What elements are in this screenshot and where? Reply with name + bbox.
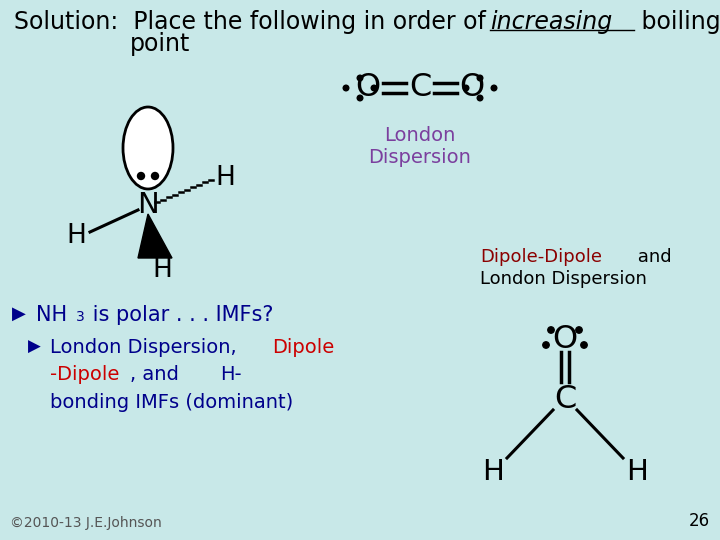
- Text: H: H: [66, 223, 86, 249]
- Circle shape: [581, 342, 588, 348]
- Text: C: C: [409, 72, 431, 104]
- Text: H: H: [152, 257, 172, 283]
- Text: London
Dispersion: London Dispersion: [369, 126, 472, 167]
- Circle shape: [548, 327, 554, 333]
- Circle shape: [576, 327, 582, 333]
- Text: ©2010-13 J.E.Johnson: ©2010-13 J.E.Johnson: [10, 516, 162, 530]
- Circle shape: [543, 342, 549, 348]
- Text: NH: NH: [36, 305, 67, 325]
- Text: and: and: [632, 248, 672, 266]
- Text: , and: , and: [130, 365, 179, 384]
- Text: London Dispersion: London Dispersion: [480, 270, 647, 288]
- Text: O: O: [459, 72, 485, 104]
- Text: increasing: increasing: [490, 10, 612, 34]
- Text: point: point: [130, 32, 190, 56]
- Text: -Dipole: -Dipole: [50, 365, 120, 384]
- Text: Dipole-Dipole: Dipole-Dipole: [480, 248, 602, 266]
- Text: 3: 3: [76, 310, 85, 324]
- Text: N: N: [137, 191, 159, 219]
- Circle shape: [357, 75, 363, 81]
- Circle shape: [138, 172, 145, 179]
- Text: London Dispersion,: London Dispersion,: [50, 338, 243, 357]
- Circle shape: [343, 85, 348, 91]
- Circle shape: [463, 85, 469, 91]
- Text: ▶: ▶: [28, 338, 41, 356]
- Circle shape: [491, 85, 497, 91]
- Text: H-: H-: [220, 365, 242, 384]
- Circle shape: [372, 85, 377, 91]
- Text: is polar . . . IMFs?: is polar . . . IMFs?: [86, 305, 274, 325]
- Text: Solution:  Place the following in order of: Solution: Place the following in order o…: [14, 10, 493, 34]
- Circle shape: [357, 95, 363, 101]
- Text: ▶: ▶: [12, 305, 26, 323]
- Circle shape: [477, 75, 483, 81]
- Text: O: O: [552, 325, 577, 355]
- Text: H: H: [482, 458, 504, 486]
- Text: H: H: [215, 165, 235, 191]
- Text: H: H: [626, 458, 648, 486]
- Ellipse shape: [123, 107, 173, 189]
- Circle shape: [477, 95, 483, 101]
- Text: bonding IMFs (dominant): bonding IMFs (dominant): [50, 393, 293, 412]
- Text: O: O: [356, 72, 381, 104]
- Circle shape: [151, 172, 158, 179]
- Text: C: C: [554, 384, 576, 415]
- Polygon shape: [138, 214, 172, 258]
- Text: 26: 26: [689, 512, 710, 530]
- Text: boiling: boiling: [634, 10, 720, 34]
- Text: Dipole: Dipole: [272, 338, 334, 357]
